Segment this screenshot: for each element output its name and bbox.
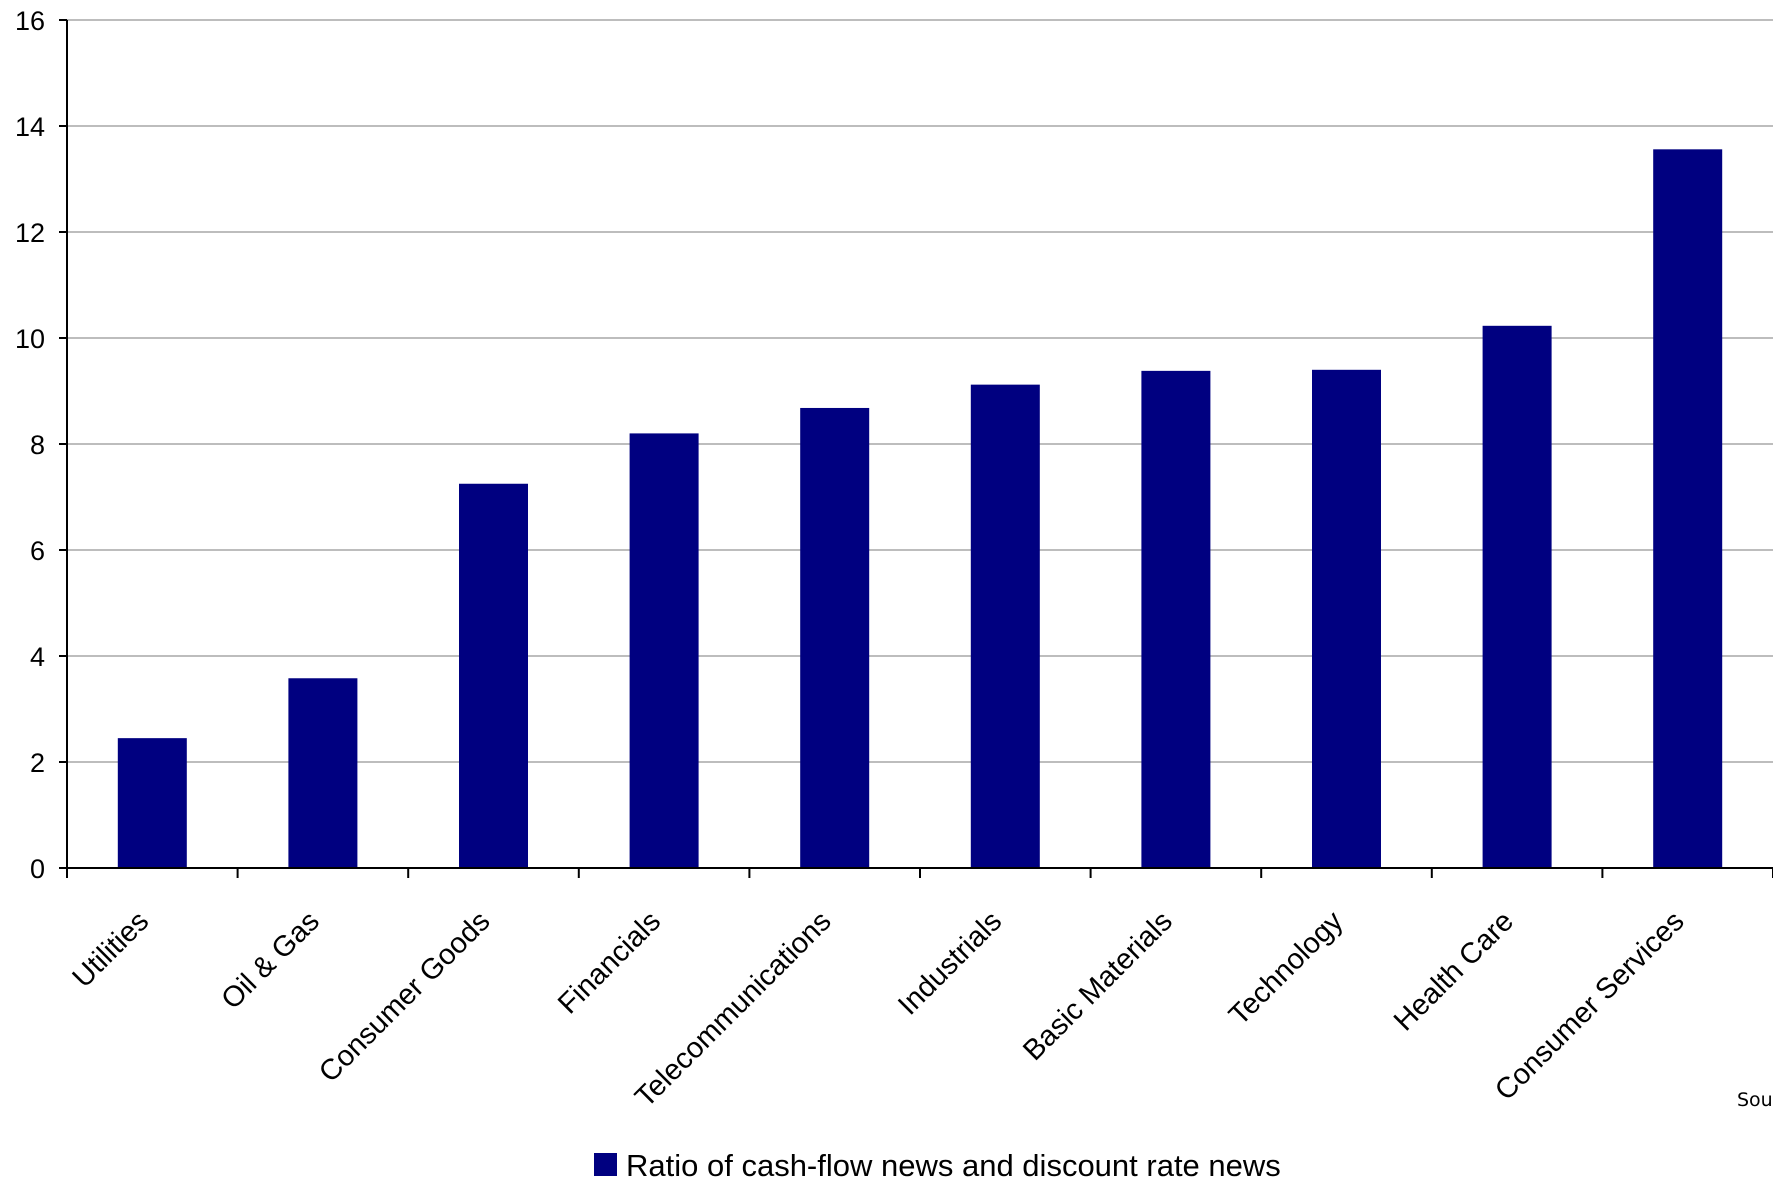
legend-swatch	[594, 1153, 617, 1176]
bar-oil-gas	[288, 678, 358, 868]
category-label: Telecommunications	[629, 905, 837, 1113]
bar-telecommunications	[800, 407, 870, 868]
y-tick-label: 14	[15, 112, 45, 142]
category-label: Consumer Goods	[313, 905, 496, 1088]
bar-basic-materials	[1141, 370, 1211, 868]
bar-financials	[629, 433, 699, 868]
bar-consumer-services	[1653, 149, 1723, 868]
category-label: Consumer Services	[1489, 905, 1691, 1107]
gridlines	[67, 19, 1773, 763]
y-tick-label: 16	[15, 6, 45, 36]
y-tick-labels: 0 2 4 6 8 10 12 14 16	[15, 6, 67, 884]
bar-consumer-goods	[459, 483, 528, 868]
category-label: Financials	[552, 905, 667, 1020]
category-label: Oil & Gas	[215, 905, 325, 1015]
x-ticks	[66, 868, 1773, 878]
category-label: Industrials	[892, 905, 1008, 1021]
legend-label: Ratio of cash-flow news and discount rat…	[626, 1148, 1281, 1183]
category-label: Health Care	[1388, 905, 1520, 1037]
y-tick-label: 6	[30, 536, 45, 566]
y-tick-label: 2	[30, 748, 45, 778]
y-tick-label: 0	[30, 854, 45, 884]
bars	[117, 149, 1723, 868]
legend: Ratio of cash-flow news and discount rat…	[594, 1148, 1281, 1183]
y-tick-label: 10	[15, 324, 45, 354]
y-tick-label: 4	[30, 642, 45, 672]
y-tick-label: 8	[30, 430, 45, 460]
category-label: Utilities	[67, 905, 156, 994]
bar-technology	[1312, 369, 1381, 868]
source-note: Sou	[1737, 1089, 1773, 1111]
category-label: Technology	[1223, 905, 1350, 1032]
bar-health-care	[1482, 325, 1552, 868]
bar-industrials	[970, 384, 1040, 868]
y-tick-label: 12	[15, 218, 45, 248]
category-label: Basic Materials	[1017, 905, 1179, 1067]
bar-utilities	[117, 738, 187, 868]
